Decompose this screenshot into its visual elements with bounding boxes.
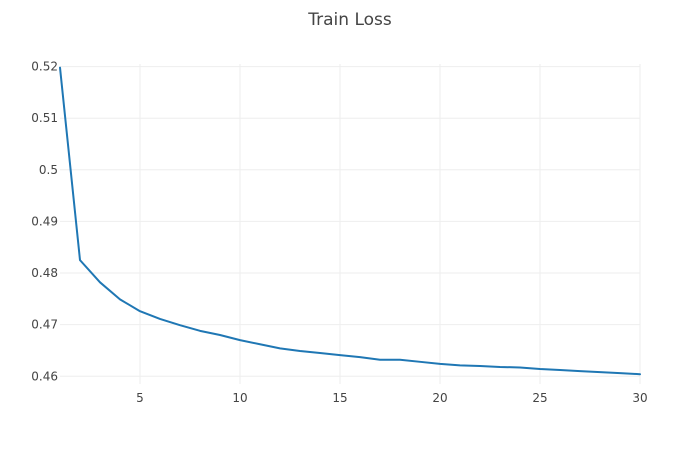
y-tick-label: 0.46	[31, 369, 58, 383]
y-tick-label: 0.49	[31, 214, 58, 228]
series-layer	[59, 66, 641, 376]
grid-layer	[60, 64, 641, 384]
x-tick-label: 10	[232, 391, 247, 405]
y-tick-label: 0.47	[31, 318, 58, 332]
y-tick-label: 0.5	[39, 163, 58, 177]
y-tick-label: 0.52	[31, 60, 58, 74]
y-tick-label: 0.48	[31, 266, 58, 280]
series-line	[59, 66, 641, 376]
axis-labels: 0.46 0.47 0.48 0.49 0.5 0.51 0.52 5 10 15 20 25 30	[31, 60, 647, 405]
x-tick-label: 15	[332, 391, 347, 405]
x-tick-label: 5	[136, 391, 144, 405]
y-tick-label: 0.51	[31, 111, 58, 125]
x-tick-label: 25	[532, 391, 547, 405]
chart-title: Train Loss	[308, 10, 392, 30]
x-tick-label: 20	[432, 391, 447, 405]
x-tick-label: 30	[632, 391, 647, 405]
